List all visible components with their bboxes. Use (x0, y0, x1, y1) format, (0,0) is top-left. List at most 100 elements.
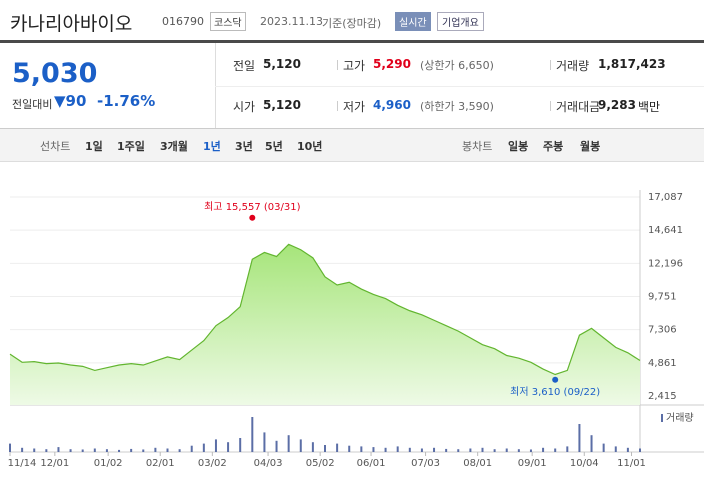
tab-label: 봉차트 (462, 140, 493, 153)
volume-bar (311, 442, 314, 452)
quote-limit: (하한가 3,590) (420, 100, 494, 113)
volume-bar (287, 435, 290, 452)
volume-bar (227, 442, 230, 452)
candle-tab[interactable]: 일봉 (508, 140, 529, 153)
volume-bar (154, 447, 157, 452)
x-tick-label: 11/14 (8, 458, 37, 469)
volume-bar (384, 447, 387, 452)
divider (215, 43, 216, 128)
volume-bar (433, 447, 436, 452)
volume-bar (69, 449, 72, 452)
quote-label: 전일 (233, 59, 256, 73)
volume-bar (396, 446, 399, 452)
x-tick-label: 07/03 (411, 458, 440, 469)
volume-bar (263, 432, 266, 452)
volume-bar (639, 448, 641, 452)
quote-value: 1,817,423 (598, 57, 666, 71)
quote-label: 거래량 (556, 59, 590, 73)
quote-value: 4,960 (373, 98, 411, 112)
overview-button[interactable]: 기업개요 (437, 12, 484, 31)
volume-bar (178, 449, 181, 452)
separator (337, 60, 338, 70)
quote-value: 5,120 (263, 57, 301, 71)
change-label: 전일대비 (12, 98, 53, 111)
volume-bar (105, 449, 108, 452)
volume-bar (372, 447, 375, 452)
volume-bar (590, 435, 593, 452)
basis: 기준(장마감) (322, 17, 382, 30)
area-fill (10, 244, 640, 405)
quote-label: 고가 (343, 59, 366, 73)
volume-bar (251, 417, 254, 452)
x-tick-label: 09/01 (518, 458, 547, 469)
volume-bar (626, 447, 629, 452)
volume-bar (529, 449, 532, 452)
quote-limit: (상한가 6,650) (420, 59, 494, 72)
x-tick-label: 01/02 (94, 458, 123, 469)
x-tick-label: 03/02 (198, 458, 227, 469)
candle-tab[interactable]: 주봉 (543, 140, 564, 153)
y-tick-label: 2,415 (648, 391, 677, 402)
volume-bar (214, 439, 217, 452)
volume-bar (81, 449, 84, 452)
volume-bar (457, 449, 460, 452)
annotation: 최저 3,610 (09/22) (510, 386, 600, 398)
period-tab[interactable]: 3개월 (160, 140, 188, 153)
period-tab[interactable]: 1년 (203, 140, 221, 153)
period-tab[interactable]: 3년 (235, 140, 253, 153)
volume-bar (420, 448, 423, 452)
volume-bar (324, 445, 326, 452)
x-tick-label: 08/01 (463, 458, 492, 469)
volume-bar (614, 446, 617, 452)
volume-bar (202, 443, 205, 452)
legend-swatch (661, 414, 663, 422)
y-tick-label: 7,306 (648, 325, 677, 336)
realtime-button[interactable]: 실시간 (395, 12, 431, 31)
annotation: 최고 15,557 (03/31) (204, 201, 300, 213)
price-line (9, 243, 641, 376)
quote-unit: 백만 (638, 100, 661, 114)
separator (550, 60, 551, 70)
code: 016790 (162, 15, 204, 28)
quote-label: 시가 (233, 100, 256, 114)
volume-bar (275, 440, 278, 452)
change: ▼90 (54, 92, 87, 110)
volume-bar (408, 447, 411, 452)
quote-label: 저가 (343, 100, 366, 114)
quote-value: 5,290 (373, 57, 411, 71)
market-badge: 코스닥 (210, 12, 246, 31)
period-tab[interactable]: 5년 (265, 140, 283, 153)
volume-bar (142, 449, 145, 452)
tab-bar (0, 129, 704, 162)
extreme-point (249, 214, 256, 221)
quote-value: 5,120 (263, 98, 301, 112)
x-tick-label: 04/03 (254, 458, 283, 469)
volume-bar (445, 448, 448, 452)
separator (337, 101, 338, 111)
volume-bar (190, 445, 193, 452)
tab-label: 선차트 (40, 140, 71, 153)
change-rate: -1.76% (97, 92, 156, 110)
volume-bar (9, 443, 11, 452)
volume-bar (554, 448, 557, 452)
volume-bar (336, 443, 339, 452)
volume-bar (166, 448, 169, 452)
candle-tab[interactable]: 월봉 (580, 140, 601, 153)
volume-bar (542, 447, 545, 452)
period-tab[interactable]: 1주일 (117, 140, 145, 153)
y-tick-label: 9,751 (648, 292, 677, 303)
date: 2023.11.13 (260, 15, 323, 28)
volume-bar (481, 447, 484, 452)
volume-bar (360, 446, 363, 452)
volume-bar (493, 449, 496, 452)
divider (0, 128, 704, 129)
period-tab[interactable]: 1일 (85, 140, 103, 153)
volume-bar (57, 447, 60, 452)
volume-bar (469, 448, 472, 452)
y-tick-label: 14,641 (648, 225, 683, 236)
y-tick-label: 12,196 (648, 258, 683, 269)
x-tick-label: 02/01 (146, 458, 175, 469)
volume-bar (45, 449, 48, 452)
x-tick-label: 11/01 (617, 458, 646, 469)
period-tab[interactable]: 10년 (297, 140, 323, 153)
